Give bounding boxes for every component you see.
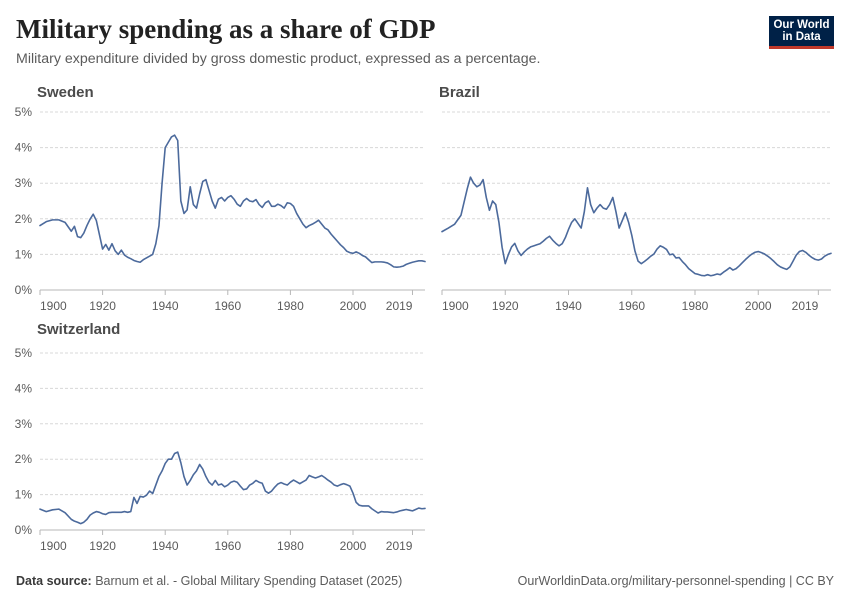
svg-text:2%: 2% [15, 212, 33, 226]
svg-text:2019: 2019 [792, 299, 819, 313]
svg-text:1940: 1940 [555, 299, 582, 313]
svg-text:1960: 1960 [214, 539, 241, 553]
svg-text:2%: 2% [15, 452, 33, 466]
svg-text:2000: 2000 [340, 539, 367, 553]
svg-text:1960: 1960 [618, 299, 645, 313]
svg-text:5%: 5% [15, 105, 33, 119]
svg-text:2019: 2019 [386, 299, 413, 313]
svg-text:1900: 1900 [442, 299, 469, 313]
svg-text:1940: 1940 [152, 539, 179, 553]
svg-text:1940: 1940 [152, 299, 179, 313]
svg-text:1900: 1900 [40, 299, 67, 313]
svg-text:2000: 2000 [340, 299, 367, 313]
svg-text:3%: 3% [15, 417, 33, 431]
svg-text:1920: 1920 [89, 539, 116, 553]
svg-text:0%: 0% [15, 283, 33, 297]
svg-text:1900: 1900 [40, 539, 67, 553]
svg-text:4%: 4% [15, 381, 33, 395]
svg-text:1%: 1% [15, 488, 33, 502]
svg-text:0%: 0% [15, 523, 33, 537]
svg-text:1%: 1% [15, 247, 33, 261]
svg-text:1980: 1980 [277, 539, 304, 553]
svg-text:5%: 5% [15, 346, 33, 360]
svg-text:1960: 1960 [214, 299, 241, 313]
svg-text:1980: 1980 [682, 299, 709, 313]
svg-text:1980: 1980 [277, 299, 304, 313]
svg-text:1920: 1920 [89, 299, 116, 313]
svg-text:1920: 1920 [492, 299, 519, 313]
svg-text:2019: 2019 [386, 539, 413, 553]
svg-text:4%: 4% [15, 141, 33, 155]
svg-text:3%: 3% [15, 176, 33, 190]
svg-text:2000: 2000 [745, 299, 772, 313]
